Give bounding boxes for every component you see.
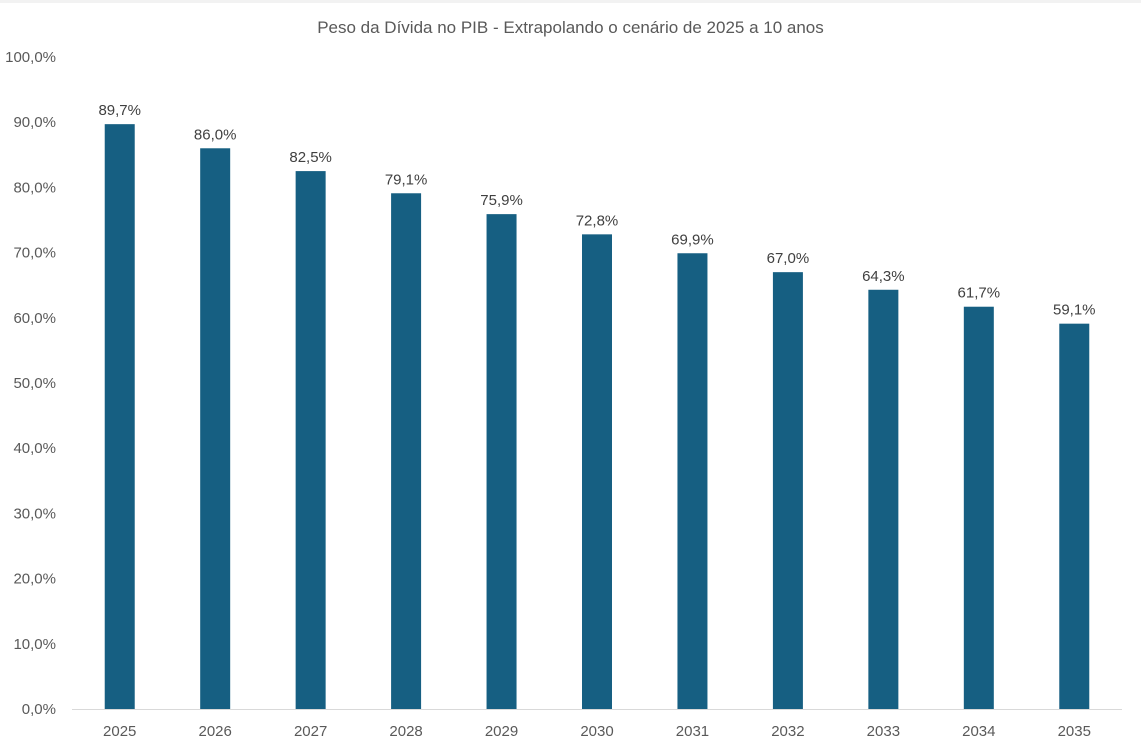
bar xyxy=(963,306,994,709)
y-tick-label: 70,0% xyxy=(13,245,56,262)
bar xyxy=(200,148,231,709)
x-tick-label: 2033 xyxy=(867,723,900,740)
bar xyxy=(295,171,326,710)
chart-title: Peso da Dívida no PIB - Extrapolando o c… xyxy=(317,18,824,37)
bar xyxy=(772,272,803,709)
x-axis-tick-labels: 2025 2026 2027 2028 2029 2030 2031 2032 2033 2034… xyxy=(103,723,1091,740)
bar xyxy=(868,289,899,709)
y-tick-label: 0,0% xyxy=(22,701,56,718)
data-label: 67,0% xyxy=(767,250,810,267)
x-tick-label: 2025 xyxy=(103,723,136,740)
bar xyxy=(486,214,517,709)
data-label: 89,7% xyxy=(98,102,141,119)
data-label: 61,7% xyxy=(958,285,1001,302)
y-tick-label: 100,0% xyxy=(5,49,56,66)
y-tick-label: 10,0% xyxy=(13,636,56,653)
data-label: 64,3% xyxy=(862,268,905,285)
y-tick-label: 30,0% xyxy=(13,505,56,522)
x-tick-label: 2032 xyxy=(771,723,804,740)
y-axis-tick-labels: 0,0% 10,0% 20,0% 30,0% 40,0% 50,0% 60,0% 70,0% 8… xyxy=(5,49,56,718)
y-tick-label: 80,0% xyxy=(13,179,56,196)
bar-series xyxy=(104,124,1090,710)
data-label: 82,5% xyxy=(289,149,332,166)
bar xyxy=(391,193,422,709)
top-divider xyxy=(0,0,1141,3)
y-tick-label: 40,0% xyxy=(13,440,56,457)
data-label: 86,0% xyxy=(194,126,237,143)
x-tick-label: 2030 xyxy=(580,723,613,740)
x-tick-label: 2028 xyxy=(389,723,422,740)
x-tick-label: 2029 xyxy=(485,723,518,740)
data-label: 79,1% xyxy=(385,171,428,188)
bar xyxy=(677,253,708,709)
x-tick-label: 2027 xyxy=(294,723,327,740)
x-tick-label: 2035 xyxy=(1058,723,1091,740)
data-label: 59,1% xyxy=(1053,302,1096,319)
data-labels: 89,7% 86,0% 82,5% 79,1% 75,9% 72,8% 69,9% 67,0%… xyxy=(98,102,1095,319)
y-tick-label: 60,0% xyxy=(13,310,56,327)
bar xyxy=(582,234,612,709)
data-label: 75,9% xyxy=(480,192,523,209)
y-tick-label: 20,0% xyxy=(13,571,56,588)
data-label: 72,8% xyxy=(576,212,619,229)
bar xyxy=(104,124,135,709)
bar xyxy=(1059,323,1090,709)
y-tick-label: 50,0% xyxy=(13,375,56,392)
x-tick-label: 2034 xyxy=(962,723,995,740)
y-tick-label: 90,0% xyxy=(13,114,56,131)
data-label: 69,9% xyxy=(671,231,714,248)
x-tick-label: 2031 xyxy=(676,723,709,740)
x-tick-label: 2026 xyxy=(198,723,231,740)
